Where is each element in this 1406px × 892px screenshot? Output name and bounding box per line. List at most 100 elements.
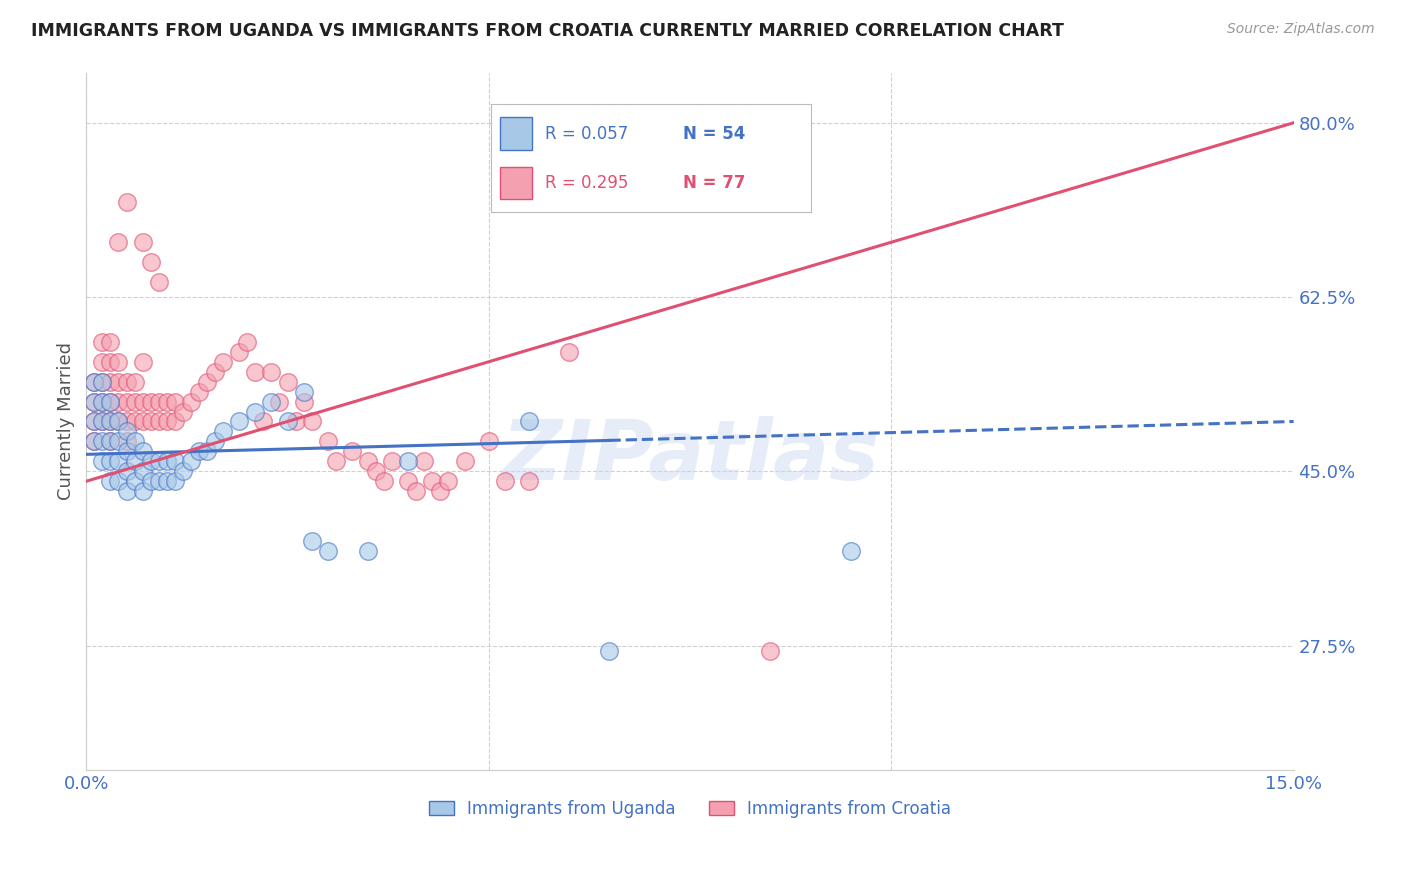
Point — [148, 474, 170, 488]
Text: IMMIGRANTS FROM UGANDA VS IMMIGRANTS FROM CROATIA CURRENTLY MARRIED CORRELATION : IMMIGRANTS FROM UGANDA VS IMMIGRANTS FRO… — [31, 22, 1064, 40]
Point — [131, 394, 153, 409]
Point — [325, 454, 347, 468]
Point — [195, 375, 218, 389]
Point — [131, 444, 153, 458]
Text: ZIPatlas: ZIPatlas — [501, 416, 879, 497]
Point — [163, 394, 186, 409]
Point — [131, 464, 153, 478]
Point — [228, 415, 250, 429]
Point — [373, 474, 395, 488]
Point — [124, 434, 146, 449]
Point — [131, 415, 153, 429]
Point — [115, 464, 138, 478]
Point — [115, 415, 138, 429]
Point — [429, 484, 451, 499]
Point — [100, 394, 122, 409]
Point — [340, 444, 363, 458]
Point — [100, 355, 122, 369]
Point — [413, 454, 436, 468]
Point — [405, 484, 427, 499]
Point — [91, 434, 114, 449]
Point — [83, 434, 105, 449]
Point — [156, 394, 179, 409]
Point — [83, 434, 105, 449]
Point — [759, 643, 782, 657]
Point — [598, 643, 620, 657]
Point — [517, 474, 540, 488]
Point — [100, 434, 122, 449]
Point — [100, 375, 122, 389]
Point — [91, 375, 114, 389]
Point — [115, 425, 138, 439]
Point — [83, 375, 105, 389]
Point — [316, 544, 339, 558]
Point — [83, 394, 105, 409]
Point — [284, 415, 307, 429]
Point — [212, 355, 235, 369]
Point — [188, 384, 211, 399]
Point — [364, 464, 387, 478]
Point — [124, 454, 146, 468]
Point — [91, 415, 114, 429]
Point — [301, 415, 323, 429]
Point — [100, 394, 122, 409]
Point — [115, 434, 138, 449]
Point — [131, 484, 153, 499]
Point — [301, 533, 323, 548]
Point — [558, 344, 581, 359]
Point — [100, 454, 122, 468]
Text: Source: ZipAtlas.com: Source: ZipAtlas.com — [1227, 22, 1375, 37]
Point — [276, 415, 298, 429]
Point — [83, 394, 105, 409]
Point — [156, 415, 179, 429]
Point — [100, 474, 122, 488]
Point — [100, 334, 122, 349]
Point — [124, 415, 146, 429]
Point — [163, 454, 186, 468]
Point — [172, 464, 194, 478]
Point — [124, 474, 146, 488]
Point — [156, 454, 179, 468]
Point — [139, 454, 162, 468]
Point — [478, 434, 501, 449]
Point — [204, 365, 226, 379]
Point — [91, 415, 114, 429]
Point — [107, 474, 129, 488]
Point — [107, 415, 129, 429]
Point — [276, 375, 298, 389]
Point — [107, 415, 129, 429]
Point — [357, 544, 380, 558]
Point — [139, 394, 162, 409]
Point — [148, 275, 170, 289]
Point — [124, 394, 146, 409]
Point — [422, 474, 444, 488]
Point — [156, 474, 179, 488]
Point — [180, 394, 202, 409]
Point — [115, 444, 138, 458]
Point — [139, 415, 162, 429]
Point — [83, 415, 105, 429]
Point — [252, 415, 274, 429]
Point — [107, 434, 129, 449]
Point — [83, 415, 105, 429]
Point — [91, 355, 114, 369]
Point — [91, 394, 114, 409]
Point — [260, 365, 283, 379]
Point — [245, 365, 267, 379]
Point — [115, 375, 138, 389]
Point — [131, 235, 153, 250]
Point — [100, 434, 122, 449]
Point — [517, 415, 540, 429]
Point — [195, 444, 218, 458]
Point — [115, 394, 138, 409]
Point — [269, 394, 291, 409]
Point — [316, 434, 339, 449]
Point — [245, 404, 267, 418]
Point — [148, 454, 170, 468]
Point — [839, 544, 862, 558]
Point — [107, 375, 129, 389]
Point — [148, 394, 170, 409]
Point — [396, 454, 419, 468]
Point — [357, 454, 380, 468]
Point — [163, 474, 186, 488]
